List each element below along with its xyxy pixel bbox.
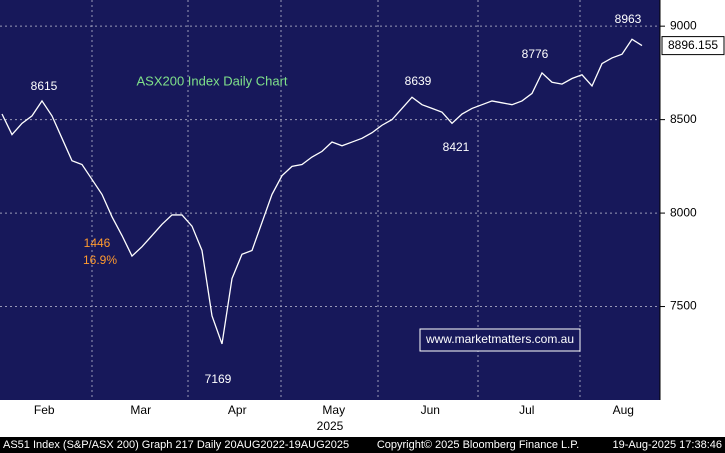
y-tick-label: 8500 <box>670 112 697 126</box>
annotation: 8421 <box>443 140 470 154</box>
x-axis-area <box>0 400 660 437</box>
footer-bar <box>0 437 725 453</box>
watermark: www.marketmatters.com.au <box>425 332 574 346</box>
last-price-box <box>661 36 725 56</box>
annotation: 8776 <box>522 47 549 61</box>
footer-center: Copyright© 2025 Bloomberg Finance L.P. <box>377 439 579 451</box>
y-axis-area <box>660 0 725 437</box>
watermark-box <box>419 328 581 352</box>
annotation: 7169 <box>205 372 232 386</box>
y-tick-label: 8000 <box>670 205 697 219</box>
x-tick-label: May <box>322 403 345 417</box>
month-dividers <box>91 0 581 400</box>
price-line <box>1 38 643 345</box>
annotation: 8963 <box>615 12 642 26</box>
annotation: 8639 <box>405 74 432 88</box>
annotation: 8615 <box>31 79 58 93</box>
year-label: 2025 <box>317 419 344 433</box>
annotation: 16.9% <box>83 253 117 267</box>
y-tick-label: 7500 <box>670 299 697 313</box>
chart-title: ASX200 Index Daily Chart <box>136 73 287 88</box>
annotation: 1446 <box>84 236 111 250</box>
y-tick-label: 9000 <box>670 18 697 32</box>
x-tick-label: Mar <box>130 403 151 417</box>
x-tick-label: Jul <box>519 403 534 417</box>
footer-right: 19-Aug-2025 17:38:46 <box>613 439 722 451</box>
x-tick-label: Apr <box>228 403 247 417</box>
x-tick-label: Aug <box>613 403 634 417</box>
x-tick-label: Feb <box>34 403 55 417</box>
x-tick-label: Jun <box>421 403 440 417</box>
footer-left: AS51 Index (S&P/ASX 200) Graph 217 Daily… <box>3 439 349 451</box>
last-price: 8896.155 <box>668 38 718 52</box>
